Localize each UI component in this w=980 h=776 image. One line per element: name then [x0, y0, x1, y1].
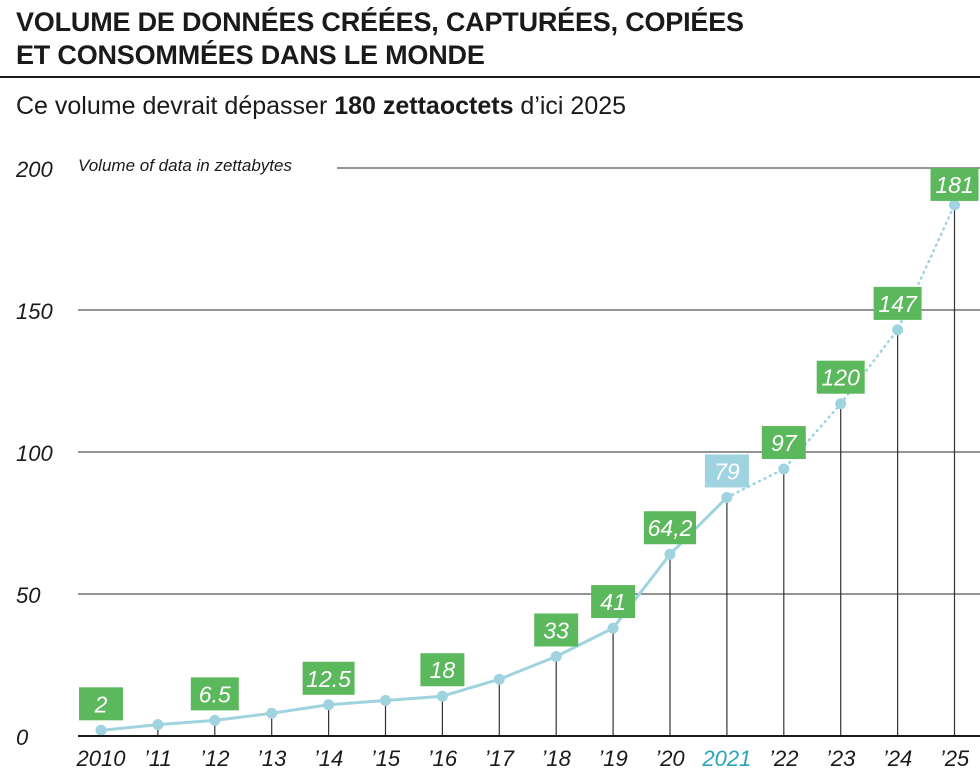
series-lines: [100, 203, 956, 732]
title-rule: [0, 76, 980, 78]
axes: 0 50 100 150 200 Volume of data in zettabytes…: [15, 156, 980, 771]
data-point: [550, 650, 562, 662]
y-tick-label: 200: [15, 157, 53, 182]
data-label-box: [873, 286, 922, 320]
y-tick-label: 50: [16, 583, 41, 608]
x-tick-label: ’11: [144, 746, 172, 771]
data-point: [436, 690, 448, 702]
data-point: [778, 463, 790, 475]
x-tick-label: ’20: [655, 746, 685, 771]
value-stems: [157, 208, 956, 736]
data-label: 6.5: [199, 681, 231, 707]
data-label: 79: [714, 458, 740, 484]
subtitle-suffix: d’ici 2025: [513, 92, 627, 120]
x-tick-label: ’12: [200, 746, 229, 771]
data-label-box: [302, 661, 355, 695]
x-tick-label: ’23: [826, 746, 856, 771]
data-label-box: [816, 360, 865, 394]
x-tick-label: ’24: [883, 746, 912, 771]
data-label-box: [761, 426, 806, 460]
chart-title: VOLUME DE DONNÉES CRÉÉES, CAPTURÉES, COP…: [16, 6, 744, 72]
data-label: 147: [878, 291, 918, 317]
data-point: [664, 548, 676, 560]
subtitle-highlight: 180 zettaoctets: [334, 92, 514, 120]
data-point: [721, 491, 733, 503]
data-point: [209, 714, 221, 726]
y-axis-label: Volume of data in zettabytes: [78, 156, 292, 175]
data-point: [835, 398, 847, 410]
data-label: 2: [94, 691, 108, 717]
data-point: [949, 199, 960, 211]
data-point: [892, 324, 904, 336]
x-tick-label: ’22: [769, 746, 798, 771]
title-line-1: VOLUME DE DONNÉES CRÉÉES, CAPTURÉES, COP…: [16, 7, 744, 37]
data-label-box: [644, 511, 696, 545]
data-label-box: [190, 677, 239, 711]
data-label: 64,2: [648, 515, 693, 541]
x-tick-label: ’14: [314, 746, 343, 771]
data-label: 181: [935, 172, 973, 198]
data-label: 120: [822, 365, 861, 391]
x-tick-label: ’18: [542, 746, 572, 771]
x-tick-label: ’13: [257, 746, 287, 771]
subtitle-prefix: Ce volume devrait dépasser: [16, 92, 335, 120]
data-label-box: [930, 167, 979, 201]
data-label: 33: [543, 617, 569, 643]
data-label: 97: [771, 430, 798, 456]
x-tick-label: ’25: [940, 746, 970, 771]
y-tick-label: 100: [16, 441, 53, 466]
data-point: [607, 622, 619, 634]
y-tick-label: 0: [16, 725, 29, 750]
data-point: [152, 719, 164, 731]
y-tick-label: 150: [16, 299, 53, 324]
data-label-box: [420, 653, 465, 687]
data-label-box: [534, 613, 579, 647]
data-label: 41: [600, 589, 626, 615]
data-points: [95, 199, 960, 736]
x-tick-label: ’19: [598, 746, 627, 771]
data-label-box: [79, 687, 123, 721]
data-labels: 2 6.5 12.5 18 33 41 64,2 79 97 120 147 181: [79, 167, 979, 721]
x-tick-label: ’17: [485, 746, 515, 771]
x-tick-label: ’16: [428, 746, 458, 771]
data-point: [323, 699, 335, 711]
gridlines: [78, 167, 980, 595]
data-point: [266, 707, 278, 719]
x-tick-label: 2021: [701, 746, 751, 771]
x-tick-label: 2010: [76, 746, 127, 771]
data-label: 12.5: [306, 666, 351, 692]
data-label: 18: [430, 657, 456, 683]
data-point: [95, 724, 107, 736]
chart-subtitle: Ce volume devrait dépasser 180 zettaocte…: [16, 92, 626, 121]
data-point: [380, 695, 391, 706]
data-label-box: [704, 454, 749, 488]
title-line-2: ET CONSOMMÉES DANS LE MONDE: [16, 40, 485, 70]
data-label-box: [591, 585, 636, 619]
data-point: [493, 673, 505, 685]
x-tick-label: ’15: [371, 746, 401, 771]
